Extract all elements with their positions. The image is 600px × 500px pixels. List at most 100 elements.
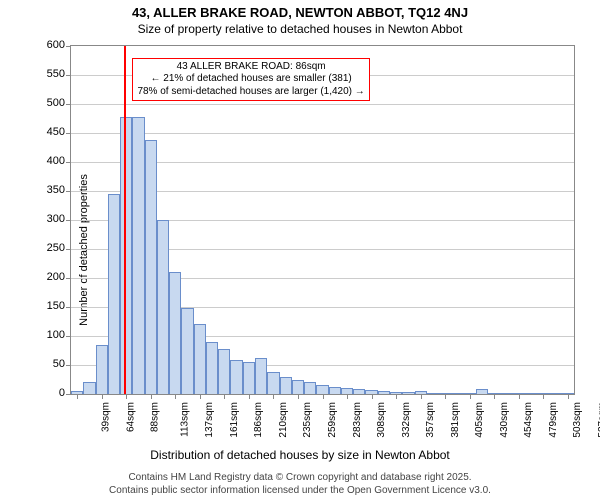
x-tick-mark [421,394,422,399]
histogram-bar [292,380,304,395]
x-tick-mark [568,394,569,399]
gridline [71,104,574,105]
histogram-bar [145,140,157,394]
x-tick-label: 308sqm [376,402,387,438]
y-tick-label: 500 [47,97,65,109]
x-tick-mark [519,394,520,399]
chart-title-line1: 43, ALLER BRAKE ROAD, NEWTON ABBOT, TQ12… [0,5,600,20]
x-tick-label: 503sqm [572,402,583,438]
x-tick-mark [77,394,78,399]
histogram-bar [500,393,512,394]
y-tick-mark [66,249,71,250]
x-tick-mark [347,394,348,399]
histogram-bar [525,393,537,394]
marker-line [124,46,126,394]
histogram-bar [304,382,316,394]
chart-title-line2: Size of property relative to detached ho… [0,22,600,36]
histogram-bar [427,393,439,394]
annotation-line: 43 ALLER BRAKE ROAD: 86sqm [137,61,364,74]
histogram-bar [243,362,255,394]
annotation-line: ← 21% of detached houses are smaller (38… [137,73,364,86]
histogram-bar [83,382,95,394]
histogram-bar [132,117,144,394]
attribution-line2: Contains public sector information licen… [0,485,600,498]
x-tick-mark [323,394,324,399]
y-tick-mark [66,365,71,366]
histogram-bar [206,342,218,394]
y-tick-mark [66,46,71,47]
x-tick-label: 64sqm [125,402,136,432]
histogram-bar [157,220,169,394]
y-tick-label: 600 [47,39,65,51]
x-tick-label: 186sqm [253,402,264,438]
histogram-bar [108,194,120,394]
y-tick-mark [66,336,71,337]
y-tick-mark [66,104,71,105]
y-tick-mark [66,133,71,134]
y-tick-label: 400 [47,155,65,167]
histogram-bar [549,393,561,394]
x-tick-label: 259sqm [327,402,338,438]
histogram-bar [169,272,181,394]
histogram-bar [378,391,390,394]
x-tick-mark [224,394,225,399]
histogram-bar [329,387,341,394]
x-tick-label: 39sqm [101,402,112,432]
histogram-bar [402,392,414,394]
x-tick-mark [543,394,544,399]
histogram-bar [230,360,242,394]
y-tick-label: 250 [47,242,65,254]
gridline [71,133,574,134]
x-tick-mark [494,394,495,399]
x-tick-mark [445,394,446,399]
histogram-bar [194,324,206,394]
y-tick-mark [66,75,71,76]
x-tick-label: 332sqm [401,402,412,438]
x-tick-label: 283sqm [352,402,363,438]
x-tick-label: 235sqm [303,402,314,438]
y-tick-label: 200 [47,271,65,283]
x-tick-mark [126,394,127,399]
x-tick-label: 210sqm [278,402,289,438]
histogram-bar [218,349,230,394]
annotation-line: 78% of semi-detached houses are larger (… [137,86,364,99]
attribution-line1: Contains HM Land Registry data © Crown c… [0,472,600,485]
x-tick-mark [470,394,471,399]
y-tick-label: 350 [47,184,65,196]
histogram-bar [181,308,193,394]
x-tick-label: 137sqm [204,402,215,438]
x-tick-mark [396,394,397,399]
histogram-bar [255,358,267,394]
attribution-text: Contains HM Land Registry data © Crown c… [0,472,600,497]
histogram-bar [316,385,328,394]
x-tick-label: 430sqm [499,402,510,438]
x-tick-label: 381sqm [450,402,461,438]
histogram-bar [267,372,279,394]
x-tick-mark [102,394,103,399]
x-axis-label: Distribution of detached houses by size … [0,448,600,462]
x-tick-label: 405sqm [474,402,485,438]
histogram-bar [96,345,108,394]
x-tick-label: 88sqm [150,402,161,432]
x-tick-label: 161sqm [229,402,240,438]
y-tick-label: 150 [47,300,65,312]
x-tick-mark [372,394,373,399]
y-tick-mark [66,394,71,395]
x-tick-mark [151,394,152,399]
x-tick-mark [298,394,299,399]
y-tick-mark [66,162,71,163]
y-tick-mark [66,220,71,221]
x-tick-label: 357sqm [425,402,436,438]
y-tick-label: 50 [53,358,65,370]
y-tick-mark [66,278,71,279]
y-tick-label: 0 [59,387,65,399]
chart-container: 43, ALLER BRAKE ROAD, NEWTON ABBOT, TQ12… [0,0,600,500]
annotation-box: 43 ALLER BRAKE ROAD: 86sqm← 21% of detac… [132,58,369,102]
histogram-bar [280,377,292,394]
y-tick-label: 100 [47,329,65,341]
x-tick-mark [175,394,176,399]
histogram-bar [476,389,488,394]
x-tick-label: 454sqm [523,402,534,438]
y-tick-label: 550 [47,68,65,80]
y-tick-label: 300 [47,213,65,225]
